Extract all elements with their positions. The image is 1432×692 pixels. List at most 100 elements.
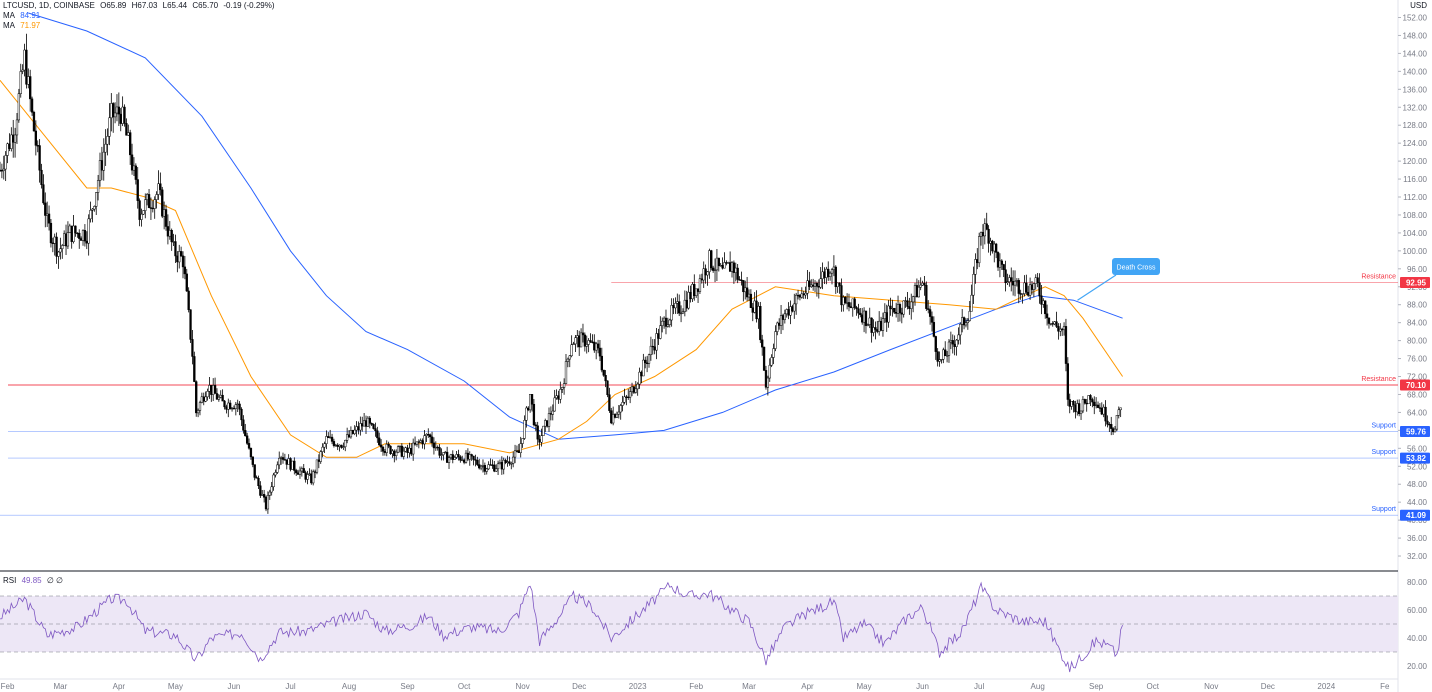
candle-body: [836, 282, 839, 288]
candle-body: [255, 477, 258, 479]
candle-body: [59, 248, 62, 253]
price-tick-label: 100.00: [1403, 247, 1428, 256]
candle-body: [695, 288, 698, 296]
candle-body: [900, 312, 903, 315]
candle-body: [955, 339, 958, 347]
candle-body: [355, 426, 358, 431]
candle-body: [55, 236, 58, 257]
candle-body: [455, 454, 458, 458]
candle-body: [519, 443, 522, 453]
candle-body: [344, 440, 347, 448]
time-tick-label: Feb: [1, 682, 15, 691]
ma-long-legend[interactable]: MA 84.91: [3, 11, 43, 21]
candle-body: [359, 423, 362, 431]
candle-body: [51, 242, 54, 244]
level-tag-value: 92.95: [1406, 278, 1427, 287]
candle-body: [270, 486, 273, 493]
candle-body: [12, 134, 15, 143]
candle-body: [134, 165, 137, 180]
candle-body: [623, 396, 626, 403]
candle-body: [291, 460, 294, 470]
candle-body: [1081, 399, 1085, 412]
price-tick-label: 64.00: [1407, 408, 1428, 417]
candle-body: [1027, 291, 1030, 296]
high-value: H67.03: [131, 1, 158, 10]
candle-body: [15, 119, 19, 136]
candle-body: [747, 293, 751, 298]
candle-body: [172, 241, 175, 243]
candle-body: [198, 402, 202, 411]
candle-body: [749, 293, 753, 309]
level-tag-value: 70.10: [1406, 381, 1427, 390]
candle-body: [968, 310, 971, 321]
candle-body: [498, 462, 502, 465]
candle-body: [610, 410, 613, 424]
time-tick-label: Mar: [742, 682, 756, 691]
candle-body: [187, 290, 190, 310]
candle-body: [345, 434, 349, 441]
candle-body: [664, 317, 668, 327]
candle-body: [351, 430, 354, 434]
candle-body: [928, 309, 932, 317]
candle-body: [1079, 410, 1083, 415]
candle-body: [391, 450, 394, 454]
candle-body: [919, 284, 922, 288]
price-tick-label: 80.00: [1407, 337, 1428, 346]
candle-body: [1011, 281, 1015, 286]
candle-body: [772, 348, 775, 358]
candle-body: [795, 294, 798, 305]
candle-body: [802, 293, 805, 296]
candle-body: [57, 251, 60, 257]
candle-body: [711, 267, 715, 271]
currency-label[interactable]: USD: [1410, 1, 1427, 10]
candle-body: [242, 419, 245, 431]
candle-body: [966, 320, 969, 324]
candle-body: [425, 433, 428, 436]
candle-body: [470, 454, 473, 457]
candle-body: [423, 435, 426, 445]
candle-body: [851, 298, 854, 309]
candle-body: [949, 340, 953, 343]
candle-body: [872, 327, 875, 333]
callout-box: [1112, 258, 1160, 275]
rsi-legend[interactable]: RSI 49.85 ∅ ∅: [3, 576, 66, 586]
candle-body: [591, 341, 594, 343]
candle-body: [544, 420, 547, 427]
candle-body: [744, 287, 747, 293]
candle-body: [100, 160, 104, 171]
candle-body: [651, 345, 654, 348]
candle-body: [723, 262, 726, 269]
candle-body: [1040, 295, 1043, 305]
level-tag-value: 53.82: [1406, 454, 1427, 463]
candle-body: [813, 282, 817, 287]
price-tick-label: 148.00: [1403, 31, 1428, 40]
candle-body: [481, 465, 485, 467]
candle-body: [253, 464, 256, 478]
candle-body: [434, 446, 437, 449]
candle-body: [217, 396, 221, 400]
candle-body: [364, 420, 368, 427]
ma-short-legend[interactable]: MA 71.97: [3, 21, 43, 31]
candle-body: [987, 228, 990, 244]
candle-body: [904, 300, 907, 302]
time-tick-label: Dec: [1261, 682, 1275, 691]
candle-body: [396, 446, 400, 453]
candle-body: [1057, 326, 1060, 332]
candle-body: [512, 456, 515, 464]
candle-body: [947, 341, 951, 356]
candle-body: [130, 154, 134, 171]
candle-body: [898, 304, 902, 314]
candle-body: [23, 49, 26, 71]
candle-body: [687, 291, 690, 309]
candle-body: [147, 194, 151, 208]
candle-body: [998, 260, 1002, 268]
price-tick-label: 72.00: [1407, 373, 1428, 382]
candle-body: [78, 232, 81, 239]
candle-body: [468, 454, 471, 460]
candle-body: [1030, 284, 1034, 290]
candle-body: [306, 474, 309, 480]
candle-body: [308, 473, 311, 475]
candle-body: [95, 192, 98, 207]
candle-body: [596, 343, 600, 349]
